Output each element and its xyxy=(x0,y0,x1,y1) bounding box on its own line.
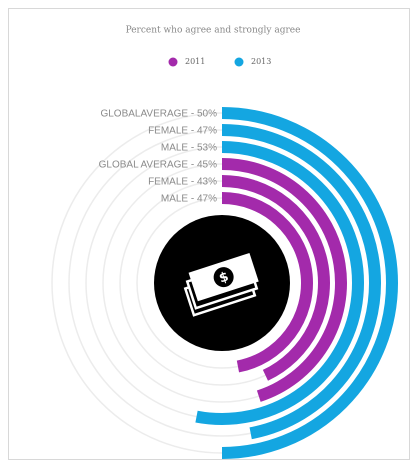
ring-label: GLOBALAVERAGE - 50% xyxy=(100,109,217,120)
ring-bar xyxy=(221,107,398,459)
ring-bar xyxy=(221,158,347,402)
ring-bar xyxy=(195,141,364,425)
ring-label: MALE - 47% xyxy=(161,194,217,205)
ring-bar xyxy=(221,192,313,373)
svg-text:$: $ xyxy=(217,270,230,287)
legend-label: 2011 xyxy=(185,57,205,66)
ring-label: MALE - 53% xyxy=(161,143,217,154)
money-icon: $ xyxy=(183,252,259,317)
legend-dot xyxy=(234,57,244,67)
ring-bar xyxy=(221,124,381,440)
legend-label: 2013 xyxy=(251,57,271,66)
frame xyxy=(8,8,410,460)
rings xyxy=(51,107,398,459)
chart-title: Percent who agree and strongly agree xyxy=(126,26,301,36)
ring-label: FEMALE - 47% xyxy=(148,126,217,137)
legend-dot xyxy=(168,57,178,67)
ring-bar xyxy=(221,175,330,381)
ring-label: GLOBAL AVERAGE - 45% xyxy=(99,160,217,171)
ring-label: FEMALE - 43% xyxy=(148,177,217,188)
